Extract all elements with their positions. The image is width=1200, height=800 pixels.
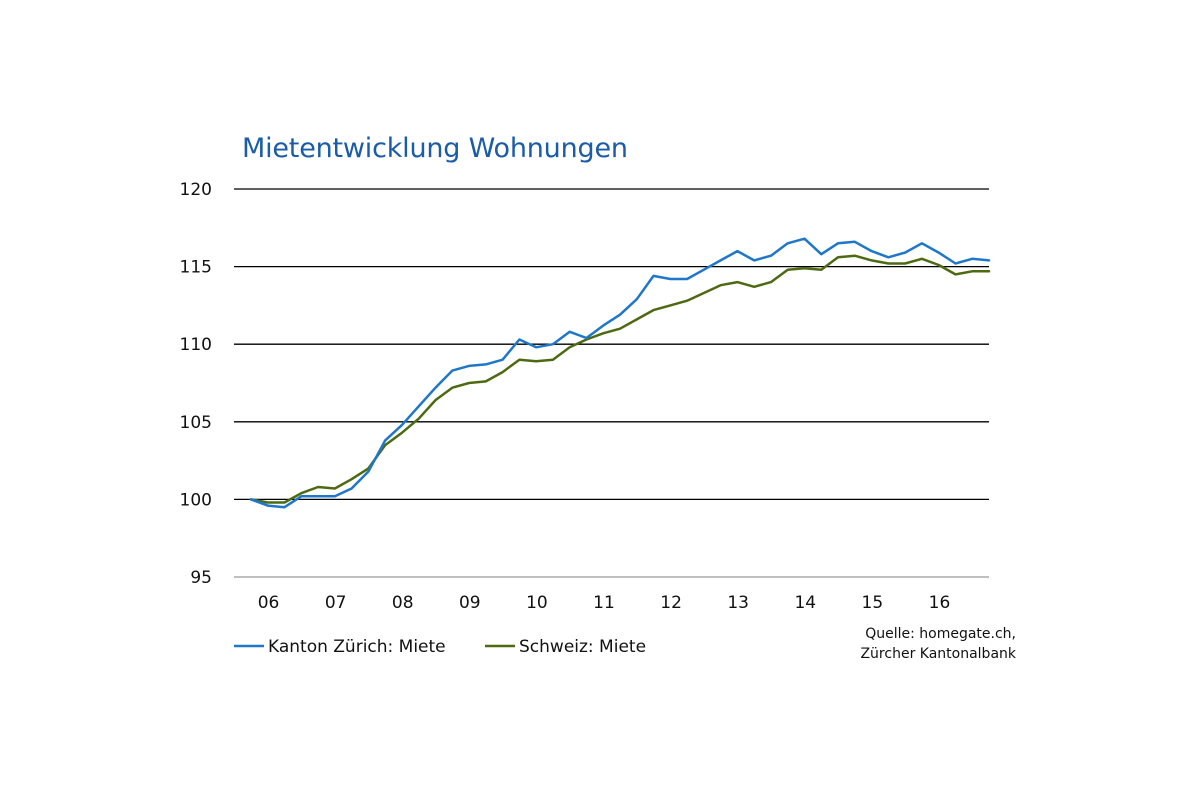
x-tick-label: 12 <box>660 593 682 613</box>
y-tick-label: 105 <box>180 413 212 433</box>
series-lines <box>249 237 991 509</box>
source-note: Quelle: homegate.ch, Zürcher Kantonalban… <box>820 624 1016 664</box>
x-tick-label: 08 <box>392 593 414 613</box>
x-tick-label: 16 <box>929 593 951 613</box>
gridlines <box>234 188 989 578</box>
x-tick-label: 07 <box>325 593 347 613</box>
series-line-zurich <box>249 237 991 509</box>
x-axis-ticks: 06 07 08 09 10 11 12 13 14 15 16 <box>258 593 951 613</box>
x-tick-label: 09 <box>459 593 481 613</box>
chart-title: Mietentwicklung Wohnungen <box>242 133 628 164</box>
x-tick-label: 13 <box>727 593 749 613</box>
legend-label-zurich: Kanton Zürich: Miete <box>268 637 446 657</box>
source-line-1: Quelle: homegate.ch, <box>865 626 1016 642</box>
y-tick-label: 100 <box>180 490 212 510</box>
y-tick-label: 110 <box>180 335 212 355</box>
x-tick-label: 15 <box>862 593 884 613</box>
x-tick-label: 06 <box>258 593 280 613</box>
x-tick-label: 10 <box>526 593 548 613</box>
y-axis-ticks: 95 100 105 110 115 120 <box>180 180 212 588</box>
legend: Kanton Zürich: Miete Schweiz: Miete <box>234 637 646 657</box>
y-tick-label: 95 <box>190 568 212 588</box>
y-tick-label: 115 <box>180 258 212 278</box>
series-line-schweiz <box>249 254 991 504</box>
x-tick-label: 11 <box>593 593 615 613</box>
y-tick-label: 120 <box>180 180 212 200</box>
x-tick-label: 14 <box>794 593 816 613</box>
legend-label-schweiz: Schweiz: Miete <box>519 637 646 657</box>
source-line-2: Zürcher Kantonalbank <box>860 646 1016 662</box>
